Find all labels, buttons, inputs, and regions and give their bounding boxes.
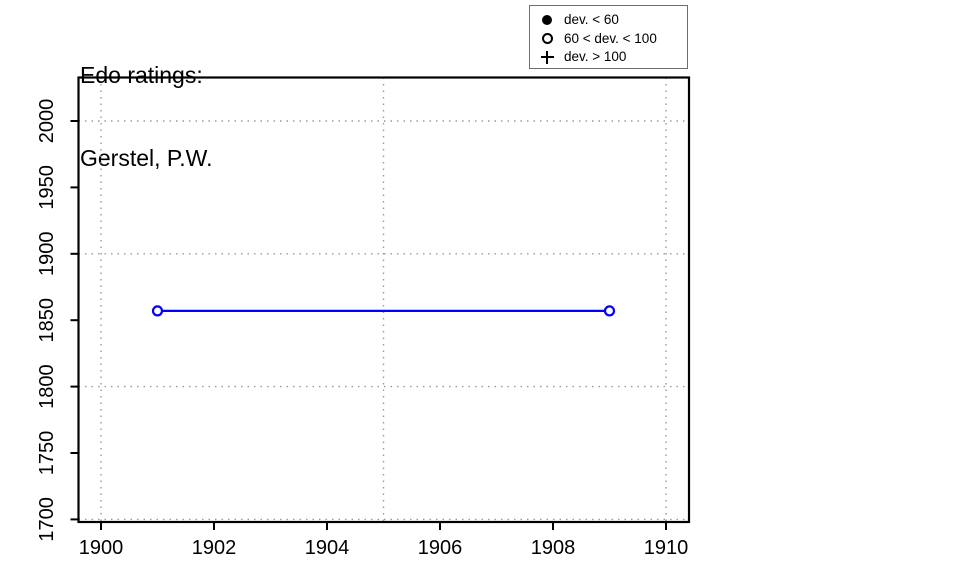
chart-title: Edo ratings: Gerstel, P.W.	[80, 7, 213, 227]
plus-icon	[540, 50, 554, 64]
chart-title-line1: Edo ratings:	[80, 62, 203, 88]
legend-item-label: dev. > 100	[564, 49, 627, 65]
y-axis-tick-label: 1800	[36, 364, 58, 409]
x-axis-tick-label: 1910	[644, 537, 689, 559]
legend-marker-cell	[530, 33, 564, 45]
rating-point	[603, 305, 616, 317]
y-axis-tick-label: 1750	[36, 431, 58, 476]
legend-item-label: dev. < 60	[564, 12, 619, 28]
legend-marker-cell	[530, 15, 564, 26]
legend: dev. < 60 60 < dev. < 100 dev. > 100	[529, 5, 688, 69]
open-circle-icon	[541, 33, 553, 45]
chart-title-line2: Gerstel, P.W.	[80, 144, 213, 171]
legend-item: dev. < 60	[530, 11, 687, 30]
y-axis-tick-label: 2000	[36, 99, 58, 144]
x-axis-tick-label: 1908	[531, 537, 576, 559]
legend-item: 60 < dev. < 100	[530, 30, 687, 49]
x-axis-tick-label: 1906	[418, 537, 463, 559]
y-axis-tick-label: 1850	[36, 298, 58, 343]
y-axis-tick-label: 1700	[36, 497, 58, 542]
y-axis-tick-label: 1950	[36, 165, 58, 210]
filled-circle-icon	[542, 15, 552, 26]
rating-point	[151, 305, 164, 317]
x-axis-tick-label: 1902	[192, 537, 237, 559]
legend-marker-cell	[530, 50, 564, 64]
y-axis-tick-label: 1900	[36, 232, 58, 276]
legend-item-label: 60 < dev. < 100	[564, 30, 657, 46]
legend-item: dev. > 100	[530, 48, 687, 67]
x-axis-tick-label: 1904	[305, 537, 350, 559]
plot-frame	[77, 76, 691, 524]
x-axis-tick-label: 1900	[79, 537, 124, 559]
